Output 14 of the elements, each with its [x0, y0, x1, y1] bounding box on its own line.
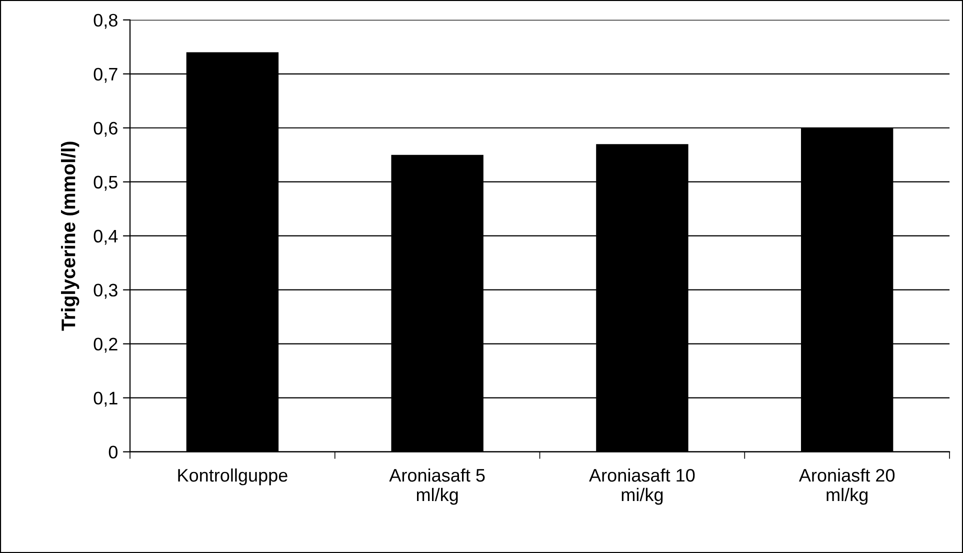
y-tick-label: 0,4 [94, 230, 118, 245]
y-tick-label: 0,3 [94, 284, 118, 299]
y-tick-label: 0,5 [94, 176, 118, 191]
y-tick-label: 0,8 [94, 14, 118, 29]
y-tick-label: 0,2 [94, 338, 118, 353]
y-tick-label: 0,6 [94, 122, 118, 137]
y-tick-label: 0 [108, 446, 118, 459]
x-tick-label: Aroniasft 20 ml/kg [798, 468, 895, 505]
y-tick-label: 0,1 [94, 392, 118, 407]
y-tick-label: 0,7 [94, 68, 118, 83]
x-tick-label: Kontrollguppe [178, 468, 288, 486]
x-tick-label: Aroniasaft 10 mi/kg [589, 468, 695, 505]
x-tick-label: Aroniasaft 5 ml/kg [389, 468, 485, 505]
y-axis-title: Triglycerine (mmol/l) [61, 142, 80, 331]
